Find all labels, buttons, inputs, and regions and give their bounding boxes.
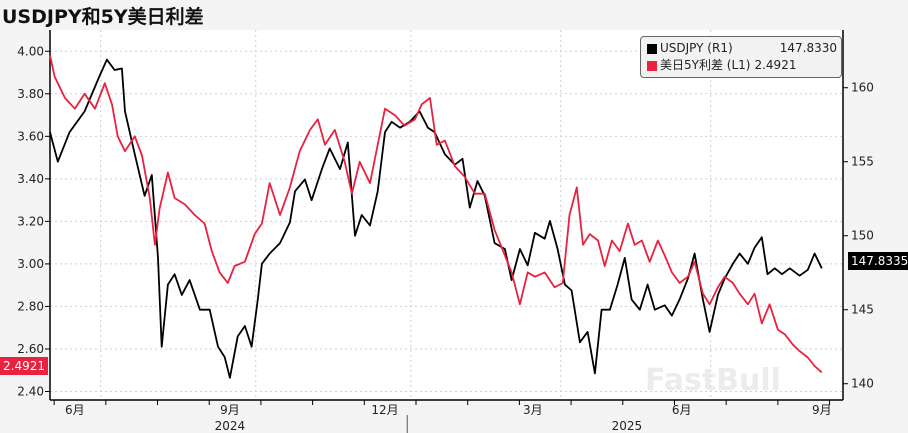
left-tick-label: 2.40 <box>17 384 44 398</box>
right-tick-label: 150 <box>851 229 874 243</box>
x-tick-label: 9月 <box>812 403 832 417</box>
x-tick-label: 12月 <box>371 403 398 417</box>
x-tick-label: 6月 <box>672 403 692 417</box>
x-tick-label: 6月 <box>65 403 85 417</box>
legend-swatch-black <box>647 43 657 54</box>
year-label: 2025 <box>612 419 643 433</box>
legend-swatch-red <box>647 60 657 71</box>
watermark: FastBull <box>645 363 781 398</box>
year-label: 2024 <box>215 419 246 433</box>
left-tick-label: 3.60 <box>17 129 44 143</box>
left-tick-label: 3.40 <box>17 172 44 186</box>
left-tick-label: 3.80 <box>17 87 44 101</box>
legend-item-usdjpy: USDJPY (R1) 147.8330 <box>647 40 837 56</box>
right-tick-label: 160 <box>851 81 874 95</box>
legend-value: 2.4921 <box>754 58 797 72</box>
right-tick-label: 140 <box>851 377 874 391</box>
legend-value: 147.8330 <box>779 41 837 55</box>
x-tick-label: 3月 <box>523 403 543 417</box>
left-tick-label: 2.80 <box>17 299 44 313</box>
series-line-spread <box>49 55 823 374</box>
legend-label: 美日5Y利差 (L1) <box>660 58 751 72</box>
chart-title: USDJPY和5Y美日利差 <box>2 6 204 28</box>
left-tick-label: 3.20 <box>17 214 44 228</box>
left-tick-label: 4.00 <box>17 44 44 58</box>
legend-item-spread: 美日5Y利差 (L1) 2.4921 <box>647 57 837 73</box>
right-tick-label: 155 <box>851 155 874 169</box>
last-value-tag-spread: 2.4921 <box>0 357 48 375</box>
left-tick-label: 2.60 <box>17 342 44 356</box>
last-value-tag-usdjpy: 147.8335 <box>848 252 908 270</box>
plot-area <box>50 30 843 400</box>
x-tick-label: 9月 <box>220 403 240 417</box>
legend-label: USDJPY (R1) <box>660 41 733 55</box>
left-tick-label: 3.00 <box>17 257 44 271</box>
right-tick-label: 145 <box>851 303 874 317</box>
legend: USDJPY (R1) 147.8330 美日5Y利差 (L1) 2.4921 <box>640 36 842 78</box>
